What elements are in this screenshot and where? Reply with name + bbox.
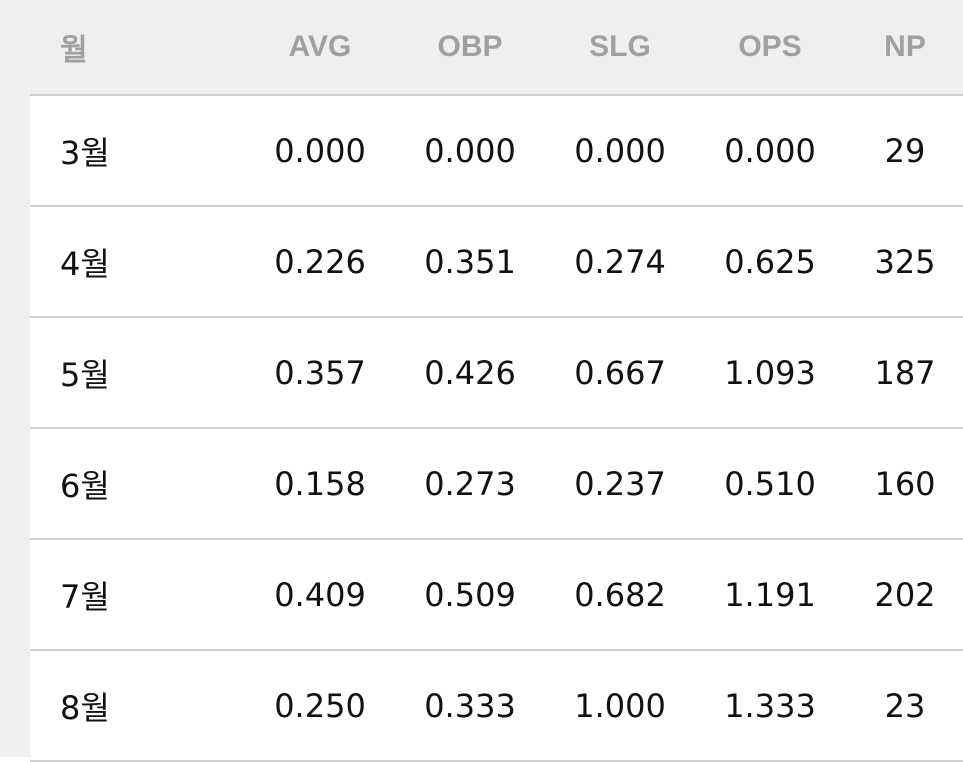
stat-cell: 0.682 <box>574 575 666 614</box>
stat-cell: 23 <box>884 686 926 725</box>
table-row: 8월 0.250 0.333 1.000 1.333 23 <box>30 651 963 762</box>
stat-cell: 0.000 <box>574 131 666 170</box>
header-row: 월 AVG OBP SLG OPS NP <box>30 0 963 96</box>
stat-cell: 0.667 <box>574 353 666 392</box>
stat-cell: 187 <box>874 353 936 392</box>
stats-table: 월 AVG OBP SLG OPS NP 3월 0.000 0.000 0.000 0.000 29 4… <box>30 0 963 762</box>
stat-cell: 0.226 <box>274 242 366 281</box>
stat-cell: 0.000 <box>724 131 816 170</box>
header-cell: AVG <box>288 30 352 63</box>
stat-cell: 1.000 <box>574 686 666 725</box>
stat-cell: 0.273 <box>424 464 516 503</box>
header-cell: NP <box>884 30 926 63</box>
stat-cell: 160 <box>874 464 936 503</box>
stat-cell: 1.333 <box>724 686 816 725</box>
stat-cell: 0.333 <box>424 686 516 725</box>
table-row: 7월 0.409 0.509 0.682 1.191 202 <box>30 540 963 651</box>
stat-cell: 1.093 <box>724 353 816 392</box>
stat-cell: 0.426 <box>424 353 516 392</box>
month-cell: 6월 <box>60 466 110 505</box>
header-cell: SLG <box>589 30 651 63</box>
month-cell: 8월 <box>60 688 110 727</box>
stat-cell: 0.158 <box>274 464 366 503</box>
stat-cell: 0.250 <box>274 686 366 725</box>
header-cell: OPS <box>738 30 802 63</box>
side-strip <box>0 0 30 757</box>
stat-cell: 0.509 <box>424 575 516 614</box>
table-row: 4월 0.226 0.351 0.274 0.625 325 <box>30 207 963 318</box>
month-cell: 7월 <box>60 577 110 616</box>
month-cell: 5월 <box>60 355 110 394</box>
table-row: 6월 0.158 0.273 0.237 0.510 160 <box>30 429 963 540</box>
header-cell: OBP <box>437 30 503 63</box>
stat-cell: 0.000 <box>424 131 516 170</box>
table-row: 5월 0.357 0.426 0.667 1.093 187 <box>30 318 963 429</box>
table-row: 3월 0.000 0.000 0.000 0.000 29 <box>30 96 963 207</box>
stat-cell: 0.274 <box>574 242 666 281</box>
stat-cell: 0.510 <box>724 464 816 503</box>
stat-cell: 0.000 <box>274 131 366 170</box>
stat-cell: 0.351 <box>424 242 516 281</box>
month-cell: 4월 <box>60 244 110 283</box>
stat-cell: 0.237 <box>574 464 666 503</box>
stat-cell: 0.625 <box>724 242 816 281</box>
stat-cell: 0.409 <box>274 575 366 614</box>
stat-cell: 202 <box>874 575 936 614</box>
month-cell: 3월 <box>60 133 110 172</box>
stat-cell: 29 <box>884 131 926 170</box>
header-cell: 월 <box>60 34 88 67</box>
stat-cell: 325 <box>874 242 936 281</box>
stat-cell: 0.357 <box>274 353 366 392</box>
stat-cell: 1.191 <box>724 575 816 614</box>
